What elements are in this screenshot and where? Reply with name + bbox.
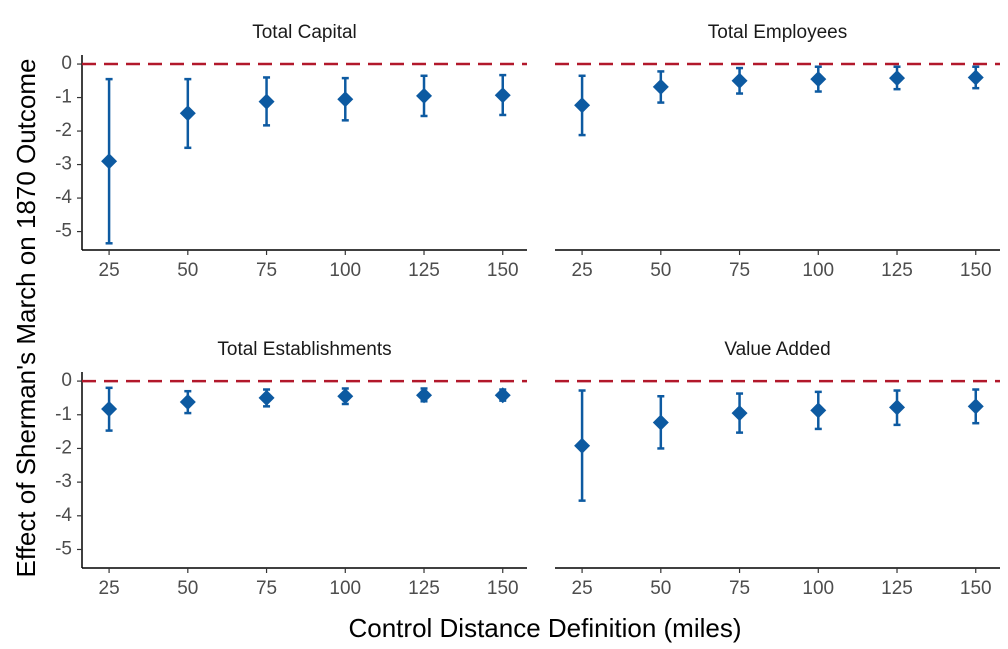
point (810, 71, 827, 88)
y-tick-label: -2 (55, 120, 72, 141)
point (652, 414, 669, 431)
point (101, 153, 118, 170)
x-tick-label: 50 (650, 260, 671, 281)
x-tick-label: 25 (572, 578, 593, 599)
x-axis-title: Control Distance Definition (miles) (348, 613, 741, 643)
point (337, 388, 354, 405)
x-tick-label: 125 (881, 578, 913, 599)
x-tick-label: 75 (729, 260, 750, 281)
point (494, 387, 511, 404)
x-tick-label: 75 (256, 578, 277, 599)
x-tick-label: 25 (99, 578, 120, 599)
x-tick-label: 75 (256, 260, 277, 281)
panel-title: Total Establishments (217, 339, 391, 360)
x-tick-label: 25 (572, 260, 593, 281)
x-tick-label: 50 (177, 260, 198, 281)
point (416, 387, 433, 404)
y-axis-title: Effect of Sherman's March on 1870 Outcom… (11, 59, 41, 578)
y-tick-label: 0 (61, 53, 72, 74)
panel-title: Value Added (724, 339, 830, 360)
point (494, 87, 511, 104)
point (574, 437, 591, 454)
x-tick-label: 50 (650, 578, 671, 599)
x-tick-label: 125 (408, 260, 440, 281)
y-tick-label: -4 (55, 187, 72, 208)
x-tick-label: 150 (960, 578, 992, 599)
point (258, 389, 275, 406)
y-tick-label: -3 (55, 471, 72, 492)
point (810, 402, 827, 419)
point (889, 399, 906, 416)
x-tick-label: 150 (960, 260, 992, 281)
x-tick-label: 25 (99, 260, 120, 281)
point (967, 398, 984, 415)
point (179, 105, 196, 122)
point (967, 69, 984, 86)
x-tick-label: 150 (487, 260, 519, 281)
x-tick-label: 125 (881, 260, 913, 281)
point (258, 93, 275, 110)
y-tick-label: -5 (55, 221, 72, 242)
y-tick-label: -1 (55, 404, 72, 425)
x-tick-label: 100 (802, 578, 834, 599)
panel-title: Total Employees (708, 22, 847, 43)
point (337, 91, 354, 108)
y-tick-label: -3 (55, 154, 72, 175)
point (574, 97, 591, 114)
y-tick-label: -4 (55, 505, 72, 526)
x-tick-label: 75 (729, 578, 750, 599)
x-tick-label: 100 (329, 578, 361, 599)
point (652, 78, 669, 95)
point (416, 87, 433, 104)
x-tick-label: 100 (329, 260, 361, 281)
x-tick-label: 125 (408, 578, 440, 599)
y-tick-label: 0 (61, 370, 72, 391)
point (179, 393, 196, 410)
point (101, 401, 118, 418)
y-tick-label: -2 (55, 437, 72, 458)
point (889, 70, 906, 87)
panel-title: Total Capital (252, 22, 357, 43)
point (731, 405, 748, 422)
x-tick-label: 150 (487, 578, 519, 599)
x-tick-label: 50 (177, 578, 198, 599)
y-tick-label: -1 (55, 87, 72, 108)
point (731, 72, 748, 89)
y-tick-label: -5 (55, 538, 72, 559)
x-tick-label: 100 (802, 260, 834, 281)
